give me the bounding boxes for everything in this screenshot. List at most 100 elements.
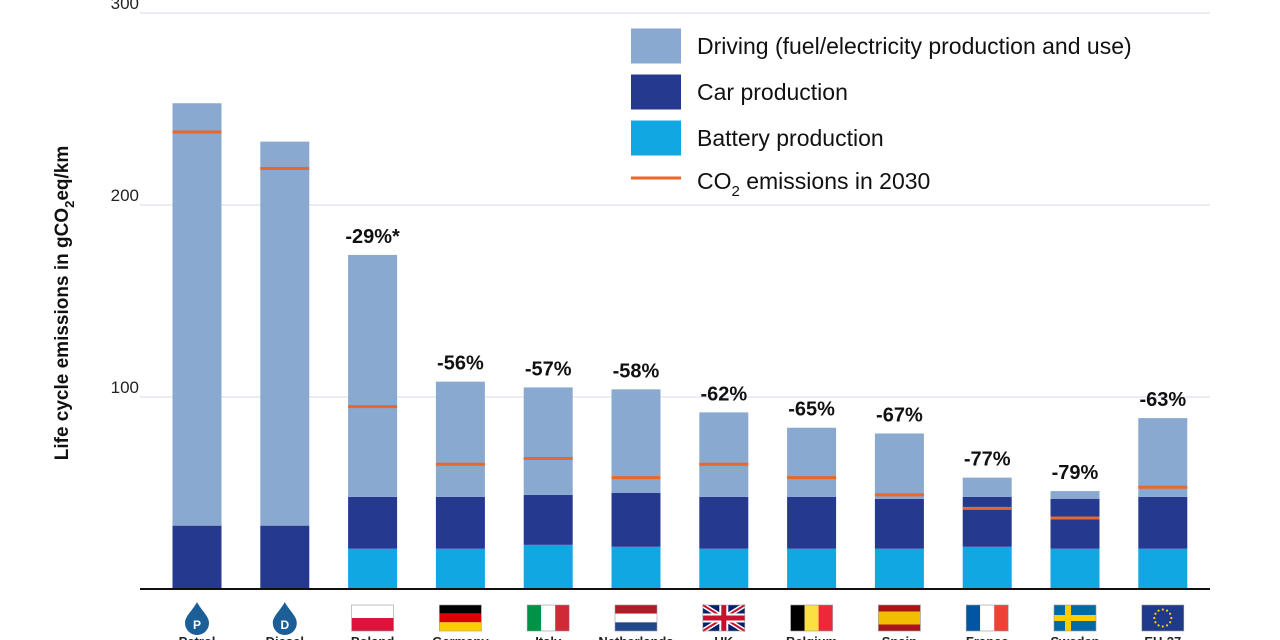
bar-segment-car <box>611 493 661 547</box>
bar-segment-battery <box>1050 548 1100 589</box>
percent-label: -62% <box>700 383 747 405</box>
bar-segment-driving <box>435 381 485 497</box>
percent-label: -29%* <box>345 226 400 248</box>
category-label: Germany <box>432 634 489 640</box>
petrol-drop-icon: P <box>185 602 209 635</box>
bar-stack-spain <box>874 433 924 589</box>
bar-stack-italy <box>523 387 573 589</box>
category-label: Poland <box>351 634 394 640</box>
percent-label: -77% <box>964 449 1011 471</box>
bar-segment-car <box>787 496 837 549</box>
eu-flag-icon <box>1141 604 1185 632</box>
italy-flag-icon <box>526 604 570 632</box>
percent-label: -56% <box>437 353 484 375</box>
bar-stack-eu-27 <box>1138 418 1188 589</box>
bar-segment-car <box>172 525 222 589</box>
sweden-flag-icon <box>1053 604 1097 632</box>
legend-label: Driving (fuel/electricity production and… <box>697 33 1132 59</box>
bar-segment-driving <box>348 254 398 497</box>
percent-label: -63% <box>1139 389 1186 411</box>
bar-segment-driving <box>1138 418 1188 497</box>
bar-stack-poland <box>348 254 398 589</box>
bar-stacks <box>172 103 1188 589</box>
bar-segment-battery <box>435 548 485 589</box>
bar-segment-battery <box>699 548 749 589</box>
netherlands-flag-icon <box>614 604 658 632</box>
percent-label: -79% <box>1052 462 1099 484</box>
category-labels: Petrol Diesel Poland Germany Italy Netherland… <box>179 634 1182 640</box>
legend-item: CO2 emissions in 2030 <box>631 168 930 200</box>
bar-segment-battery <box>874 548 924 589</box>
diesel-drop-icon: D <box>272 602 297 635</box>
poland-flag-icon <box>351 604 394 632</box>
svg-text:P: P <box>193 618 201 632</box>
y-tick-label: 200 <box>111 186 139 205</box>
bar-segment-battery <box>611 546 661 589</box>
category-label: Belgium <box>786 634 837 640</box>
bar-stack-germany <box>435 381 485 589</box>
category-label: Petrol <box>179 634 216 640</box>
bar-segment-driving <box>1050 491 1100 499</box>
bar-segment-car <box>523 494 573 545</box>
spain-flag-icon <box>878 604 921 632</box>
bar-segment-driving <box>874 433 924 499</box>
percent-label: -65% <box>788 399 835 421</box>
category-label: Netherlands <box>598 634 673 640</box>
bar-stack-belgium <box>787 427 837 589</box>
legend-label: CO2 emissions in 2030 <box>697 168 930 200</box>
bar-stack-sweden <box>1050 491 1100 589</box>
bar-stack-uk <box>699 412 749 589</box>
category-label: Spain <box>882 634 917 640</box>
germany-flag-icon <box>439 604 482 632</box>
co2-2030-markers <box>172 130 1188 520</box>
legend-label: Battery production <box>697 125 884 151</box>
y-axis-title: Life cycle emissions in gCO2eq/km <box>52 146 77 461</box>
gridlines <box>140 12 1210 398</box>
percent-labels: -29%* -56% -57% -58% -62% -65% -67% -77% -79% -63… <box>345 226 1186 484</box>
svg-text:D: D <box>280 618 289 632</box>
category-label: EU-27 <box>1144 634 1181 640</box>
legend-swatch <box>631 28 681 64</box>
y-axis-ticks: 100 200 300 <box>111 0 139 397</box>
bar-segment-driving <box>523 387 573 495</box>
bar-segment-car <box>260 525 310 589</box>
legend-item: Battery production <box>631 120 884 156</box>
bar-segment-car <box>1138 496 1188 549</box>
bar-segment-car <box>435 496 485 549</box>
legend-label: Car production <box>697 79 848 105</box>
bar-segment-car <box>1050 498 1100 549</box>
category-label: Italy <box>535 634 562 640</box>
percent-label: -67% <box>876 404 923 426</box>
bar-segment-car <box>699 496 749 549</box>
bar-segment-battery <box>1138 548 1188 589</box>
france-flag-icon <box>965 604 1009 632</box>
legend-item: Driving (fuel/electricity production and… <box>631 28 1132 64</box>
category-label: Diesel <box>266 634 304 640</box>
category-label: Sweden <box>1050 634 1099 640</box>
bar-segment-battery <box>523 544 573 589</box>
bar-stack-france <box>962 477 1012 589</box>
bar-stack-netherlands <box>611 389 661 589</box>
legend-swatch <box>631 120 681 156</box>
bar-segment-battery <box>962 546 1012 589</box>
legend-item: Car production <box>631 74 848 110</box>
bar-segment-car <box>874 498 924 549</box>
bar-segment-driving <box>699 412 749 497</box>
y-tick-label: 300 <box>111 0 139 13</box>
bar-segment-car <box>348 496 398 549</box>
bar-stack-diesel <box>260 141 310 589</box>
legend-swatch <box>631 74 681 110</box>
category-label: France <box>966 634 1009 640</box>
belgium-flag-icon <box>790 604 833 632</box>
bar-segment-battery <box>348 548 398 589</box>
uk-flag-icon <box>701 602 747 634</box>
bar-segment-driving <box>611 389 661 493</box>
bar-segment-driving <box>172 103 222 526</box>
y-tick-label: 100 <box>111 378 139 397</box>
bar-segment-battery <box>787 548 837 589</box>
percent-label: -57% <box>525 358 572 380</box>
bar-segment-driving <box>962 477 1012 497</box>
bar-segment-driving <box>787 427 837 497</box>
